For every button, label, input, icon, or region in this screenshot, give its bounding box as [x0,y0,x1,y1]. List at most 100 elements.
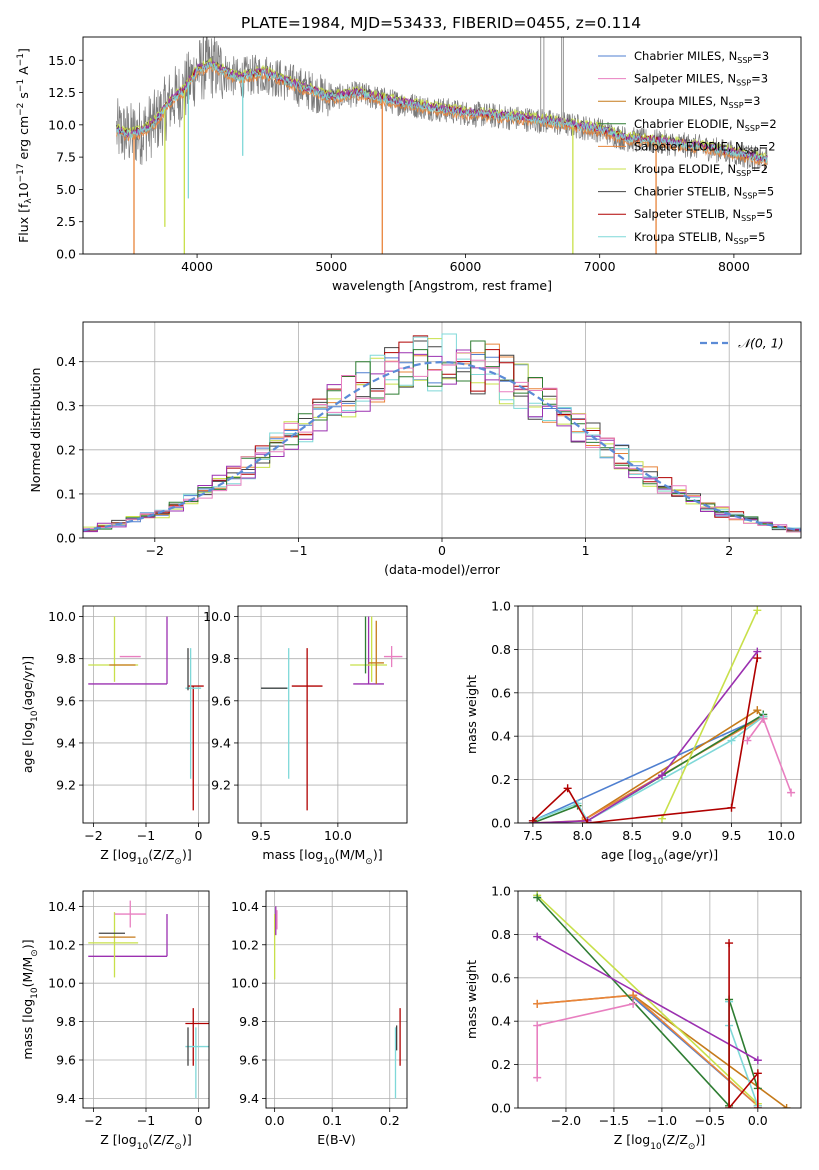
y-tick-label: 9.4 [239,1091,259,1106]
x-tick-label: −2 [84,1113,102,1128]
y-tick-label: 0.8 [491,927,511,942]
weight-series-line [532,715,764,822]
y-tick-label: 0.2 [491,1057,511,1072]
x-tick-label: 8000 [718,259,750,274]
legend-entry-sub: SSP [742,192,757,201]
errorbar-point [88,914,168,957]
y-axis-label: mass weight [464,960,479,1039]
weight-series-marker [753,1069,762,1078]
x-axis-label-part: ⊙ [365,857,373,867]
weight-series-line [536,1003,634,1078]
x-tick-label: −2.0 [551,1113,581,1128]
weight-series-marker [533,1021,542,1030]
legend-entry-base: Salpeter MILES, N [634,72,736,86]
y-tick-label: 0.2 [56,442,76,457]
x-tick-label: 7.5 [523,828,543,843]
y-tick-label: 9.6 [56,693,76,708]
y-axis-label: Flux [fλ10−17 erg cm−2 s−1 A−1] [16,48,34,243]
legend-entry: Salpeter MILES, NSSP=3 [634,72,768,88]
legend-entry-suffix: =5 [757,185,774,199]
y-tick-label: 10.0 [48,976,76,991]
legend-entry-sub: SSP [729,101,744,110]
x-tick-label: −1 [137,1113,155,1128]
x-tick-label: 5000 [315,259,347,274]
legend-entry: Salpeter STELIB, NSSP=5 [634,207,773,223]
legend-entry-base: Kroupa MILES, N [634,94,729,108]
x-axis-label-part: mass [log [262,847,323,862]
weight-series-line [536,896,759,1108]
plot-area-residuals [83,322,801,538]
legend-entry-sub: SSP [745,124,760,133]
legend-entry: Kroupa STELIB, NSSP=5 [634,230,765,246]
weight-series-line [661,609,759,820]
errorbar-point [88,616,168,685]
y-axis-label-part: −1 [16,53,26,66]
errorbar-point [88,616,139,682]
y-axis-label: Normed distribution [28,368,43,493]
y-tick-label: 0.6 [491,970,511,985]
legend-entry-base: Chabrier ELODIE, N [634,117,745,131]
y-tick-label: 0.4 [491,729,511,744]
y-axis-label-part: (age/yr)] [20,656,35,711]
weight-series-line [532,651,758,823]
legend-entry-base: Salpeter ELODIE, N [634,139,744,153]
weight-series-marker [563,784,572,793]
errorbar-point [185,1008,209,1066]
x-axis-label-part: )] [695,1132,705,1147]
y-tick-label: 7.5 [56,150,76,165]
x-axis-label-part: )] [182,1132,192,1147]
x-axis-label-part: (Z/Z [148,1132,174,1147]
weight-series-marker [782,1104,791,1108]
y-axis-label-part: (M/M [20,957,35,988]
y-tick-label: 0.0 [56,247,76,262]
y-tick-label: 0.0 [56,531,76,546]
x-tick-label: −2 [146,543,164,558]
x-tick-label: 9.5 [251,828,271,843]
legend-entry-sub: SSP [736,169,751,178]
x-axis-label-part: (Z/Z [148,847,174,862]
y-axis-label-part: −2 [16,103,26,116]
legend-entry-suffix: =5 [756,207,773,221]
panel-weight_vs_age: 7.5 8.0 8.5 9.0 9.5 10.0 0.0 0.2 0.4 0.6 0.8 1.0 age… [464,599,802,867]
panel-age_vs_z: −2 −1 09.29.49.69.810.0Z [log10(Z/Z⊙)]age … [20,605,210,867]
x-axis-label-part: 10 [650,1142,662,1152]
y-tick-label: 10.4 [48,899,76,914]
x-axis-label: E(B-V) [317,1132,356,1147]
x-tick-label: 2 [725,543,733,558]
y-tick-label: 0.3 [56,398,76,413]
x-axis-label-part: Z [log [100,847,136,862]
x-tick-label: 0.0 [748,1113,768,1128]
weight-series-marker [727,803,736,812]
axes-frame [517,605,802,824]
weight-series-marker [753,1104,762,1108]
y-axis-label-part: erg cm [16,116,31,164]
y-axis-label-part: λ [24,198,34,204]
legend-entry: Chabrier STELIB, NSSP=5 [634,185,774,201]
errorbar-point [368,620,384,684]
x-tick-label: 1 [582,543,590,558]
y-axis-label-part: ⊙ [30,949,40,957]
y-tick-label: 15.0 [48,53,76,68]
x-axis-label: (data-model)/error [384,562,501,577]
weight-series-marker [759,714,768,723]
weight-series-line [537,994,759,1107]
legend-entry: 𝒩(0, 1) [738,336,784,351]
y-axis-label: mass [log10(M/M⊙)] [20,939,40,1059]
x-axis-label-part: )] [182,847,192,862]
y-axis-label-part: age [log [20,722,35,773]
y-axis-label-part: 10 [30,987,40,999]
weight-series-marker [533,893,542,902]
x-tick-label: 10.0 [767,828,795,843]
x-axis-label: Z [log10(Z/Z⊙)] [100,847,191,867]
y-tick-label: 9.8 [56,1014,76,1029]
x-axis-label: Z [log10(Z/Z⊙)] [100,1132,191,1152]
x-tick-label: 8.0 [573,828,593,843]
x-tick-label: −0.5 [695,1113,725,1128]
y-tick-label: 0.4 [56,354,76,369]
x-axis-label: Z [log10(Z/Z⊙)] [614,1132,705,1152]
legend-entry-sub: SSP [744,146,759,155]
weight-series-marker [629,999,638,1008]
y-tick-label: 9.4 [56,735,76,750]
legend-entry-sub: SSP [737,56,752,65]
